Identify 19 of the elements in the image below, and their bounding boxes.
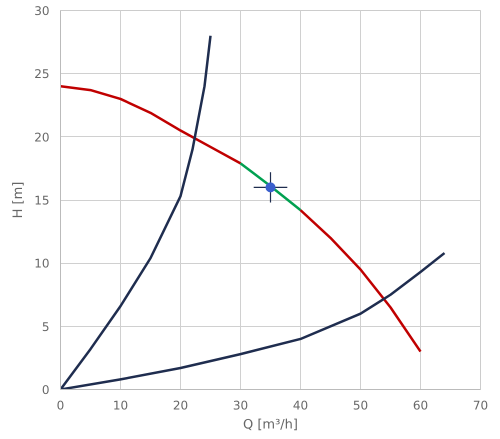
x-tick-label: 30 — [232, 398, 248, 412]
x-axis-title: Q [m³/h] — [243, 418, 298, 432]
line-series — [299, 208, 422, 353]
x-tick-label: 70 — [472, 398, 488, 412]
x-tick-label: 40 — [292, 398, 308, 412]
y-tick-label: 20 — [34, 130, 50, 144]
x-tick-label: 60 — [412, 398, 428, 412]
y-tick-label: 15 — [34, 194, 50, 208]
x-tick-label: 50 — [352, 398, 368, 412]
y-tick-label: 0 — [42, 383, 50, 397]
y-tick-label: 10 — [34, 256, 50, 271]
y-tick-label: 25 — [34, 67, 50, 82]
x-tick-label: 20 — [172, 398, 188, 412]
y-tick-label: 30 — [34, 4, 50, 18]
x-tick-label: 10 — [112, 398, 128, 412]
line-series — [60, 85, 242, 165]
x-tick-label: 0 — [56, 398, 64, 412]
y-tick-label: 5 — [42, 320, 50, 334]
y-axis-title: H [m] — [11, 182, 26, 218]
